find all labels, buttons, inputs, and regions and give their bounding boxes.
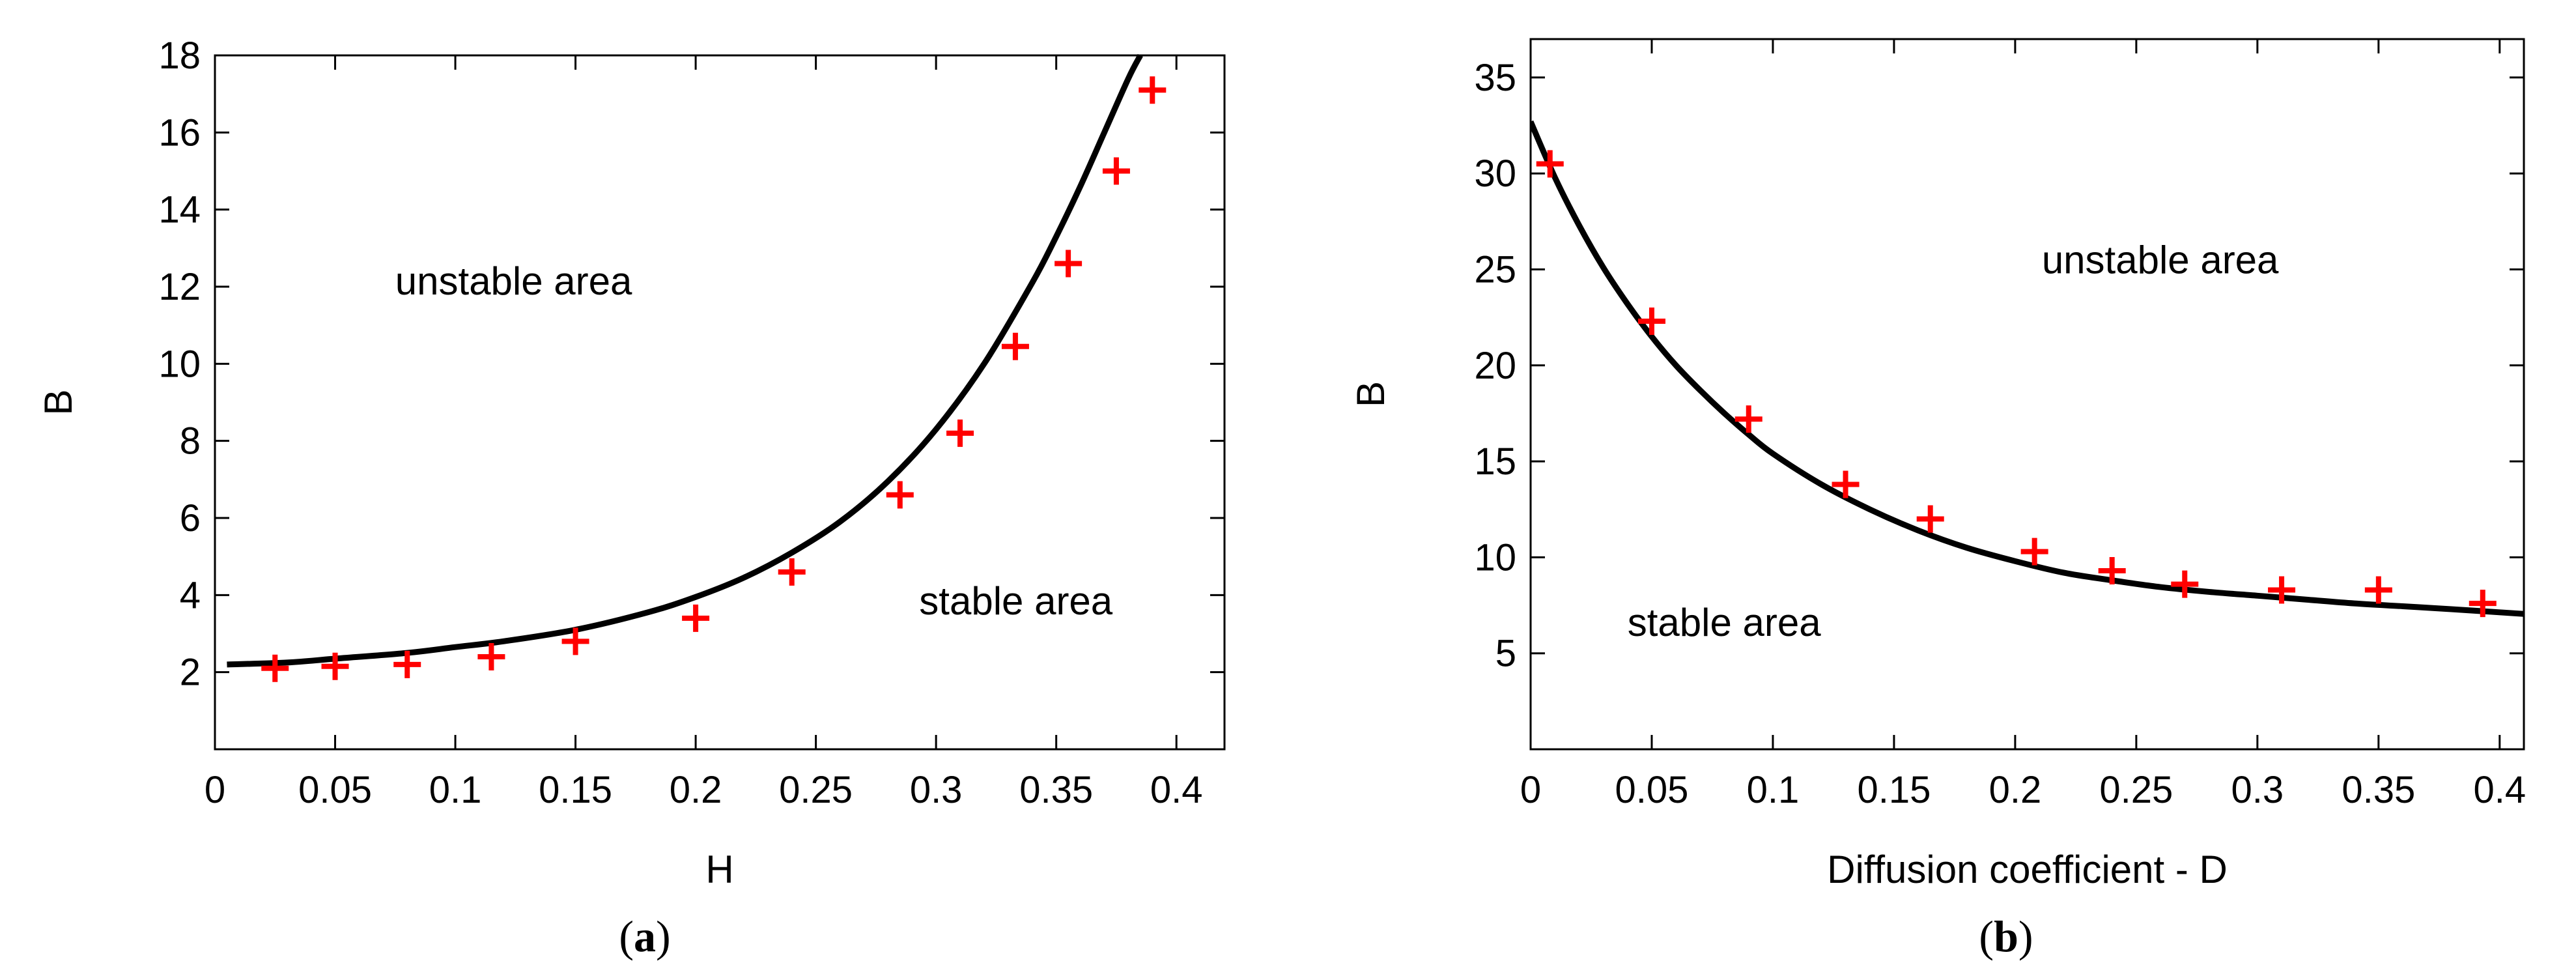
data-point-marker bbox=[2171, 570, 2199, 598]
y-tick-label: 14 bbox=[158, 189, 201, 231]
data-point-marker bbox=[1054, 250, 1083, 278]
data-point-marker bbox=[1139, 76, 1167, 104]
data-point-marker bbox=[321, 652, 349, 680]
data-point-marker bbox=[1637, 308, 1665, 336]
data-point-marker bbox=[2020, 538, 2048, 566]
x-tick-label: 0.15 bbox=[539, 769, 612, 811]
y-tick-label: 15 bbox=[1474, 440, 1516, 483]
x-tick-label: 0.4 bbox=[1150, 769, 1203, 811]
data-point-marker bbox=[261, 654, 289, 682]
x-tick-label: 0 bbox=[1520, 769, 1541, 811]
y-tick-label: 35 bbox=[1474, 57, 1516, 99]
x-tick-label: 0.15 bbox=[1857, 769, 1931, 811]
data-point-marker bbox=[682, 604, 710, 632]
y-tick-label: 5 bbox=[1495, 633, 1516, 675]
data-point-marker bbox=[561, 627, 589, 655]
x-axis-label: H bbox=[705, 848, 733, 891]
chart-panel-b: 0 0.05 0.1 0.15 0.2 0.25 0.3 0.35 0.4 5 10 15 20 25 30… bbox=[1349, 38, 2526, 961]
data-point-marker bbox=[1001, 332, 1029, 360]
caption-letter: b bbox=[1994, 911, 2018, 961]
y-tick-label: 30 bbox=[1474, 152, 1516, 195]
caption-paren-open: ( bbox=[619, 911, 634, 961]
x-tick-label: 0.2 bbox=[670, 769, 722, 811]
region-annotation: stable area bbox=[1628, 601, 1821, 644]
plot-frame bbox=[1529, 38, 2525, 751]
data-point-marker bbox=[1916, 505, 1944, 533]
x-tick-label: 0 bbox=[205, 769, 225, 811]
x-tick-label: 0.05 bbox=[1615, 769, 1689, 811]
data-point-marker bbox=[1832, 470, 1860, 498]
panel-caption: (a) bbox=[619, 911, 670, 961]
x-tick-label: 0.3 bbox=[910, 769, 963, 811]
x-tick-label: 0.05 bbox=[298, 769, 372, 811]
x-tick-label: 0.1 bbox=[429, 769, 482, 811]
x-tick-label: 0.3 bbox=[2231, 769, 2284, 811]
x-tick-label: 0.25 bbox=[779, 769, 853, 811]
caption-paren-open: ( bbox=[1979, 911, 1994, 961]
data-point-marker bbox=[778, 558, 806, 586]
x-tick-label: 0.25 bbox=[2099, 769, 2173, 811]
x-tick-label: 0.35 bbox=[1019, 769, 1093, 811]
data-point-marker bbox=[477, 643, 505, 670]
plot-frame bbox=[214, 54, 1226, 751]
y-tick-label: 25 bbox=[1474, 249, 1516, 291]
x-tick-label: 0.1 bbox=[1747, 769, 1800, 811]
chart-panel-a: 0 0.05 0.1 0.15 0.2 0.25 0.3 0.35 0.4 2 4 6 8 10 12 14 1… bbox=[36, 35, 1226, 961]
x-tick-label: 0.35 bbox=[2342, 769, 2415, 811]
stability-boundary-curve bbox=[227, 53, 1143, 668]
stability-boundary-curve bbox=[1531, 120, 2524, 617]
y-axis-label: B bbox=[1349, 381, 1393, 407]
y-tick-label: 6 bbox=[180, 497, 201, 539]
x-axis-label: Diffusion coefficient - D bbox=[1827, 848, 2228, 891]
data-point-marker bbox=[946, 419, 974, 447]
region-annotation: unstable area bbox=[2042, 238, 2279, 281]
y-tick-label: 4 bbox=[180, 574, 201, 616]
data-point-marker bbox=[2098, 557, 2126, 585]
panel-caption: (b) bbox=[1979, 911, 2033, 961]
y-tick-label: 8 bbox=[180, 420, 201, 463]
region-annotation: stable area bbox=[919, 579, 1112, 623]
data-point-marker bbox=[2364, 576, 2392, 604]
y-tick-label: 18 bbox=[158, 35, 201, 77]
y-tick-label: 20 bbox=[1474, 345, 1516, 387]
x-tick-label: 0.2 bbox=[1989, 769, 2042, 811]
data-point-marker bbox=[2268, 576, 2296, 604]
y-tick-label: 12 bbox=[158, 266, 201, 308]
data-point-marker bbox=[1734, 405, 1762, 433]
region-annotation: unstable area bbox=[395, 259, 632, 303]
y-axis-label: B bbox=[36, 389, 80, 415]
data-point-marker bbox=[393, 650, 421, 678]
data-point-marker bbox=[1102, 157, 1130, 185]
x-tick-label: 0.4 bbox=[2473, 769, 2526, 811]
caption-paren-close: ) bbox=[656, 911, 671, 961]
caption-letter: a bbox=[634, 911, 656, 961]
y-tick-label: 2 bbox=[180, 652, 201, 694]
data-point-marker bbox=[2469, 590, 2497, 618]
data-point-marker bbox=[1536, 150, 1564, 178]
y-tick-label: 10 bbox=[158, 343, 201, 385]
data-point-marker bbox=[886, 481, 914, 509]
caption-paren-close: ) bbox=[2018, 911, 2033, 961]
y-tick-label: 10 bbox=[1474, 536, 1516, 579]
y-tick-label: 16 bbox=[158, 111, 201, 154]
